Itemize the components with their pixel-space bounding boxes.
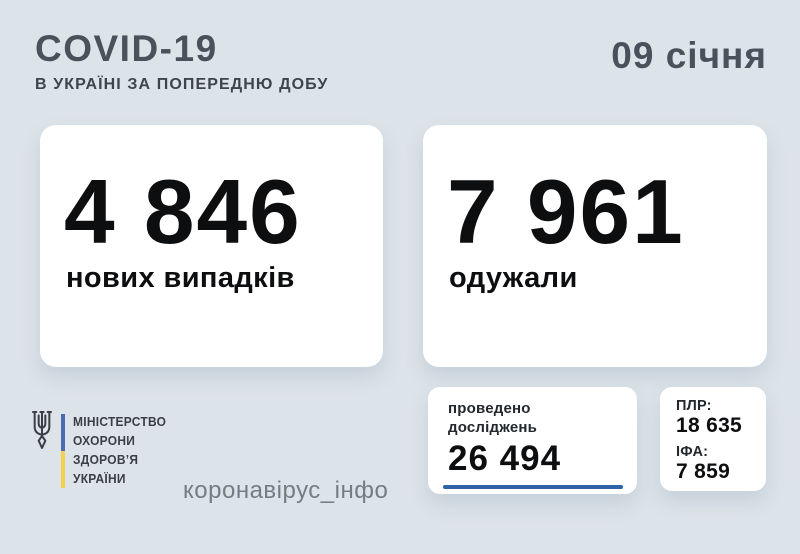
new-cases-label: нових випадків xyxy=(66,262,295,294)
recovered-label: одужали xyxy=(449,262,578,294)
tests-label: проведено досліджень xyxy=(448,399,637,437)
channel-name: коронавірус_інфо xyxy=(183,477,389,504)
flag-yellow-segment xyxy=(61,451,65,488)
tests-card: проведено досліджень 26 494 xyxy=(428,387,637,494)
ministry-name-line: МІНІСТЕРСТВО xyxy=(73,414,167,429)
elisa-label: ІФА: xyxy=(676,444,709,461)
report-date: 09 січня xyxy=(611,35,767,76)
recovered-card: 7 961 одужали xyxy=(423,125,767,367)
trident-icon xyxy=(32,411,52,449)
ministry-name: МІНІСТЕРСТВО ОХОРОНИ ЗДОРОВ’Я УКРАЇНИ xyxy=(73,412,166,488)
pcr-label: ПЛР: xyxy=(676,398,712,414)
tests-underline xyxy=(443,485,623,489)
tests-label-line2: досліджень xyxy=(448,419,538,437)
new-cases-card: 4 846 нових випадків xyxy=(40,125,383,367)
new-cases-value: 4 846 xyxy=(64,162,302,263)
ministry-name-line: УКРАЇНИ xyxy=(73,471,126,486)
pcr-value: 18 635 xyxy=(676,414,743,437)
page-title: COVID-19 xyxy=(35,28,218,69)
test-types-card: ПЛР: 18 635 ІФА: 7 859 xyxy=(660,387,766,491)
tests-total-value: 26 494 xyxy=(448,439,562,479)
ministry-name-line: ЗДОРОВ’Я xyxy=(73,452,139,467)
ministry-logo: МІНІСТЕРСТВО ОХОРОНИ ЗДОРОВ’Я УКРАЇНИ xyxy=(30,406,174,488)
flag-bar xyxy=(61,414,65,488)
ministry-name-line: ОХОРОНИ xyxy=(73,433,136,448)
page-subtitle: В УКРАЇНІ ЗА ПОПЕРЕДНЮ ДОБУ xyxy=(35,76,329,93)
elisa-value: 7 859 xyxy=(676,460,731,484)
tests-label-line1: проведено xyxy=(448,400,531,417)
recovered-value: 7 961 xyxy=(447,162,685,263)
flag-blue-segment xyxy=(61,414,65,451)
